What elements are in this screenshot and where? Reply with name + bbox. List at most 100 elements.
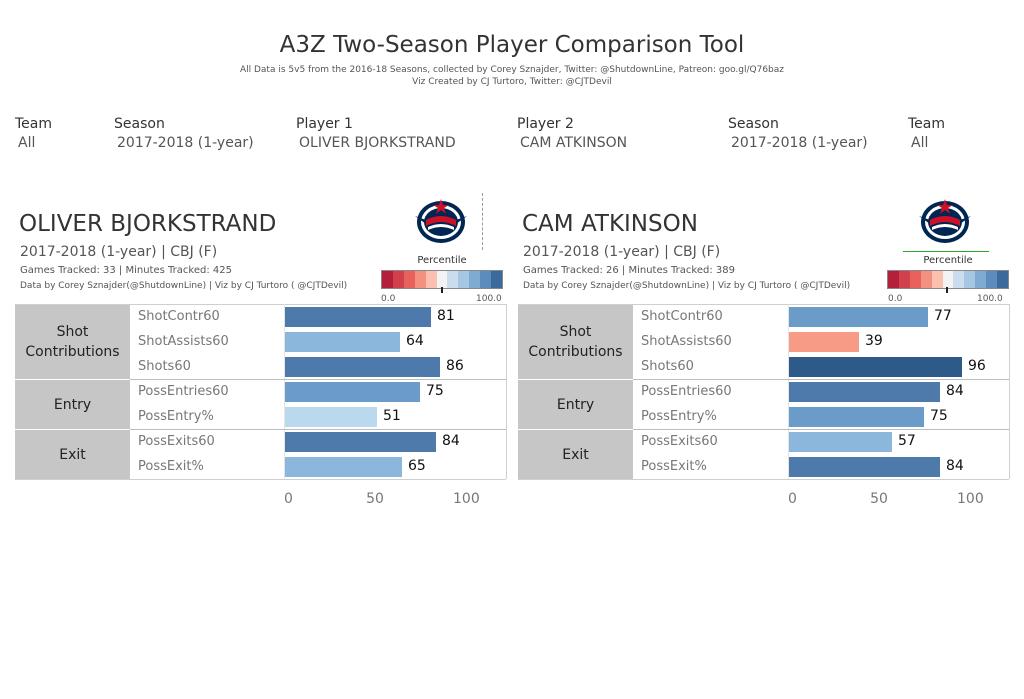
metric-label: ShotContr60	[138, 309, 220, 324]
legend-swatch	[403, 271, 415, 288]
group-divider	[130, 379, 506, 380]
data-label: 96	[968, 358, 986, 374]
group-label: Exit	[15, 430, 130, 479]
legend-min-label: 0.0	[381, 294, 396, 304]
legend-tick	[441, 287, 443, 293]
legend-swatch	[997, 271, 1008, 288]
legend-swatch	[436, 271, 448, 288]
filter-player-1[interactable]: Player 1 OLIVER BJORKSTRAND	[296, 116, 456, 151]
data-label: 51	[383, 408, 401, 424]
legend-swatch	[953, 271, 965, 288]
legend-swatch	[964, 271, 976, 288]
metric-label: PossExit%	[138, 459, 204, 474]
data-label: 84	[946, 383, 964, 399]
player-1-name: OLIVER BJORKSTRAND	[19, 211, 277, 237]
filter-team-2[interactable]: Team All	[908, 116, 945, 151]
legend-swatch	[942, 271, 954, 288]
metric-label: PossExit%	[641, 459, 707, 474]
player-1-credit: Data by Corey Sznajder(@ShutdownLine) | …	[20, 281, 348, 291]
data-label: 81	[437, 308, 455, 324]
legend-swatch	[920, 271, 932, 288]
filter-team-1[interactable]: Team All	[15, 116, 52, 151]
legend-swatch	[425, 271, 437, 288]
legend-swatch	[909, 271, 921, 288]
bar-shotcontr60	[789, 307, 928, 327]
highlight-line	[903, 251, 989, 252]
filter-value: 2017-2018 (1-year)	[117, 135, 254, 151]
filter-value: 2017-2018 (1-year)	[731, 135, 868, 151]
data-label: 86	[446, 358, 464, 374]
data-label: 84	[442, 433, 460, 449]
group-label: Shot Contributions	[518, 305, 633, 379]
grid-line	[15, 479, 506, 480]
legend-swatch	[469, 271, 481, 288]
filter-season-1[interactable]: Season 2017-2018 (1-year)	[114, 116, 254, 151]
filter-player-2[interactable]: Player 2 CAM ATKINSON	[517, 116, 627, 151]
group-divider	[633, 429, 1009, 430]
legend-swatch	[447, 271, 459, 288]
axis-line	[788, 304, 789, 479]
filter-value: OLIVER BJORKSTRAND	[299, 135, 456, 151]
grid-line	[15, 304, 506, 305]
filter-season-2[interactable]: Season 2017-2018 (1-year)	[728, 116, 868, 151]
x-tick-label: 50	[366, 491, 384, 507]
bar-shotcontr60	[285, 307, 431, 327]
group-divider	[130, 429, 506, 430]
legend-swatch	[931, 271, 943, 288]
grid-line	[1009, 304, 1010, 479]
bar-possexits60	[285, 432, 436, 452]
data-label: 64	[406, 333, 424, 349]
filter-label: Player 1	[296, 116, 353, 132]
data-label: 65	[408, 458, 426, 474]
group-label: Exit	[518, 430, 633, 479]
legend-tick	[946, 287, 948, 293]
filter-label: Team	[15, 116, 53, 132]
bar-possentries60	[285, 382, 420, 402]
filter-label: Season	[728, 116, 779, 132]
legend-swatch	[382, 271, 393, 288]
group-label: Entry	[15, 380, 130, 429]
data-label: 84	[946, 458, 964, 474]
legend-swatch	[898, 271, 910, 288]
grid-line	[518, 304, 1009, 305]
x-tick-label: 50	[870, 491, 888, 507]
metric-label: Shots60	[138, 359, 191, 374]
metric-label: ShotAssists60	[138, 334, 229, 349]
filter-label: Team	[908, 116, 946, 132]
bar-shots60	[285, 357, 440, 377]
legend-swatch	[458, 271, 470, 288]
page-credit: Viz Created by CJ Turtoro, Twitter: @CJT…	[412, 77, 612, 87]
divider	[482, 193, 483, 250]
blue-jackets-logo-icon	[914, 196, 976, 246]
legend-swatch	[986, 271, 998, 288]
metric-label: PossEntry%	[641, 409, 717, 424]
data-label: 57	[898, 433, 916, 449]
group-label: Shot Contributions	[15, 305, 130, 379]
legend-title: Percentile	[417, 255, 467, 266]
bar-shotassists60	[285, 332, 400, 352]
data-label: 75	[930, 408, 948, 424]
metric-label: PossEntries60	[138, 384, 229, 399]
legend-max-label: 100.0	[476, 294, 502, 304]
blue-jackets-logo-icon	[410, 196, 472, 246]
bar-possexit-	[285, 457, 402, 477]
legend-min-label: 0.0	[888, 294, 903, 304]
metric-label: ShotContr60	[641, 309, 723, 324]
grid-line	[506, 304, 507, 479]
filter-label: Player 2	[517, 116, 574, 132]
grid-line	[518, 479, 1009, 480]
metric-label: PossEntry%	[138, 409, 214, 424]
legend-max-label: 100.0	[977, 294, 1003, 304]
legend-title: Percentile	[923, 255, 973, 266]
page-subtitle: All Data is 5v5 from the 2016-18 Seasons…	[239, 65, 785, 75]
filter-value: All	[18, 135, 36, 151]
x-tick-label: 100	[453, 491, 480, 507]
filter-value: All	[911, 135, 929, 151]
percentile-legend	[887, 270, 1009, 289]
bar-possentry-	[789, 407, 924, 427]
bar-shots60	[789, 357, 962, 377]
group-label: Entry	[518, 380, 633, 429]
axis-line	[284, 304, 285, 479]
filter-value: CAM ATKINSON	[520, 135, 628, 151]
legend-swatch	[975, 271, 987, 288]
